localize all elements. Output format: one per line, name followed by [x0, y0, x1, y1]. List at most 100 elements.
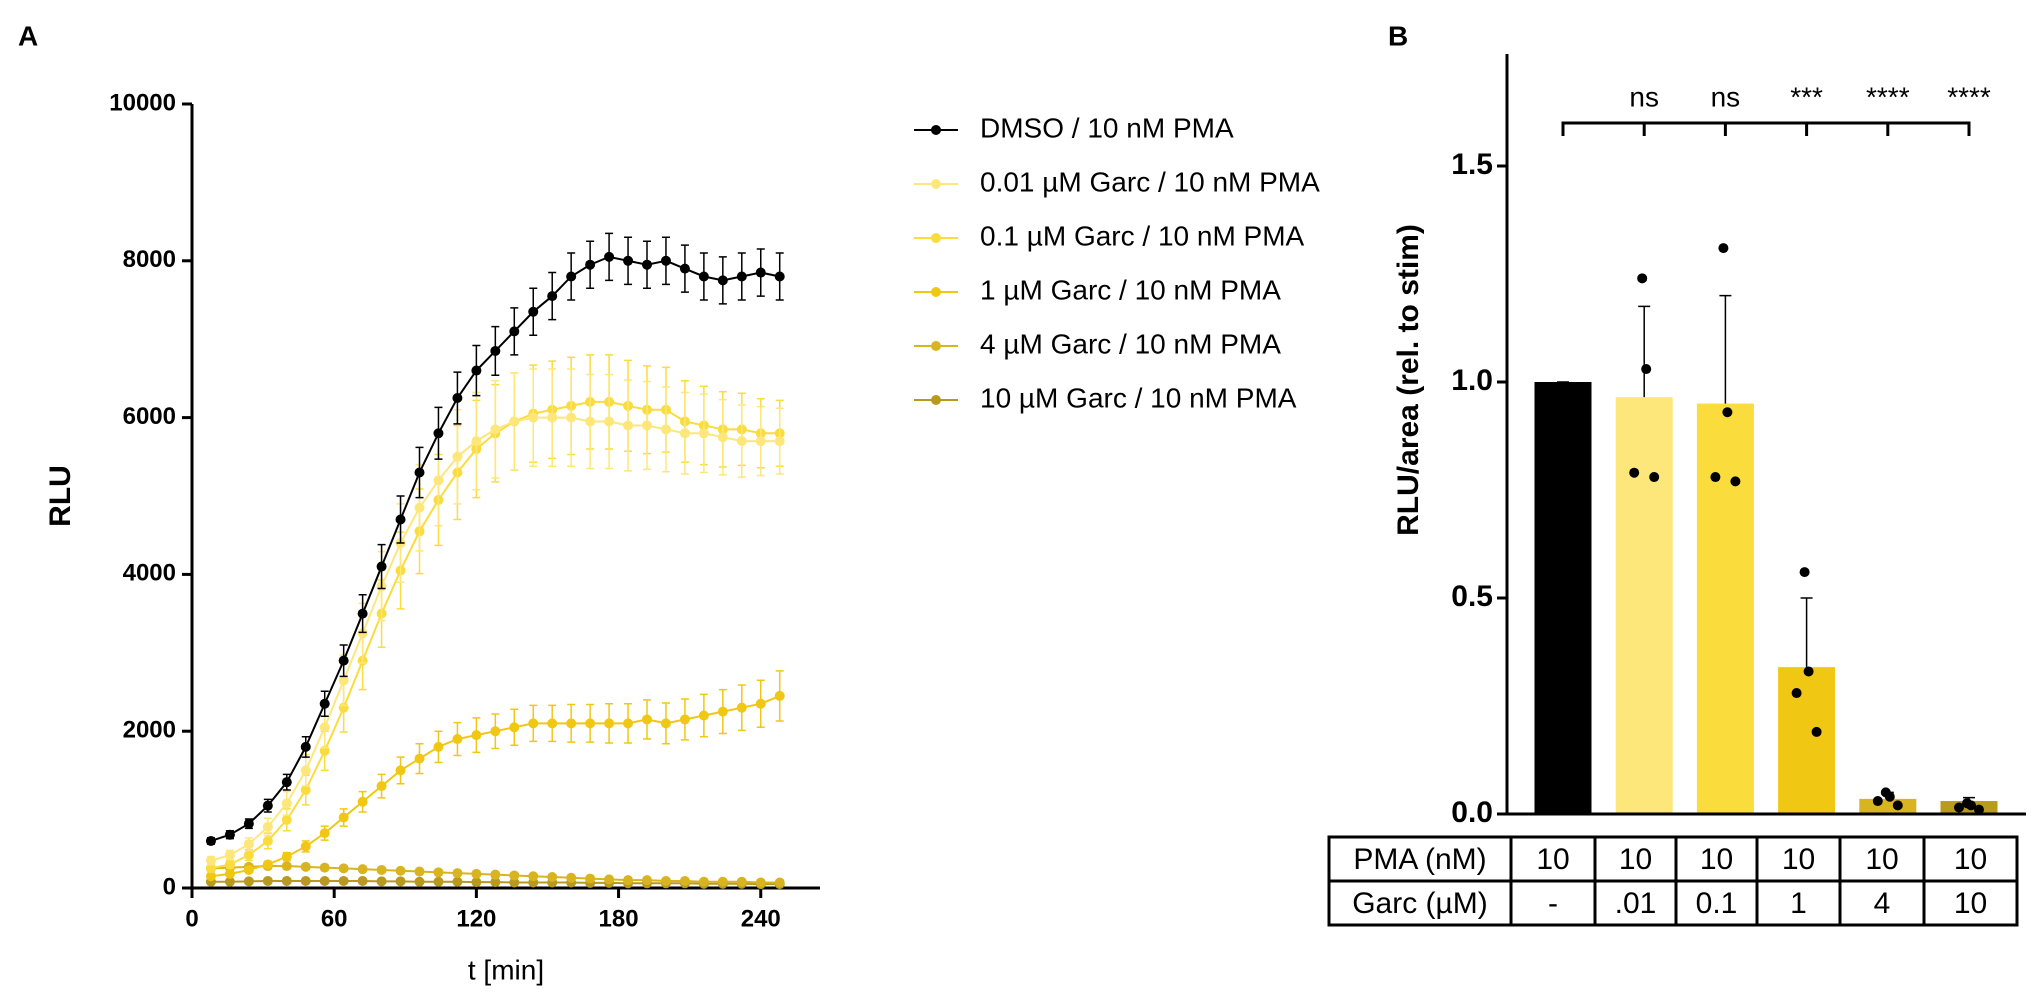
marker — [357, 608, 368, 619]
marker — [338, 812, 349, 823]
marker — [471, 868, 482, 879]
marker — [642, 259, 653, 270]
marker — [566, 412, 577, 423]
y-axis-label: RLU — [44, 465, 77, 527]
table-cell: 10 — [1619, 843, 1652, 876]
marker — [300, 765, 311, 776]
table-cell: PMA (nM) — [1353, 843, 1486, 876]
marker — [376, 561, 387, 572]
marker — [433, 867, 444, 878]
marker — [433, 876, 444, 887]
marker — [471, 436, 482, 447]
data-point — [1641, 364, 1652, 375]
marker — [660, 424, 671, 435]
marker — [679, 263, 690, 274]
marker — [774, 271, 785, 282]
marker — [623, 255, 634, 266]
x-tick-label: 240 — [741, 905, 781, 932]
legend-label: DMSO / 10 nM PMA — [980, 112, 1234, 143]
marker — [395, 865, 406, 876]
marker — [566, 872, 577, 883]
legend-marker — [931, 179, 941, 189]
marker — [509, 326, 520, 337]
marker — [547, 718, 558, 729]
bar — [1696, 403, 1754, 814]
marker — [717, 432, 728, 443]
marker — [547, 872, 558, 883]
marker — [736, 702, 747, 713]
marker — [717, 275, 728, 286]
marker — [338, 675, 349, 686]
marker — [660, 875, 671, 886]
marker — [224, 868, 235, 879]
marker — [774, 436, 785, 447]
marker — [414, 876, 425, 887]
marker — [585, 718, 596, 729]
marker — [433, 475, 444, 486]
legend-marker — [931, 125, 941, 135]
marker — [281, 814, 292, 825]
data-point — [1718, 243, 1729, 254]
marker — [300, 841, 311, 852]
marker — [604, 874, 615, 885]
marker — [623, 875, 634, 886]
marker — [300, 741, 311, 752]
x-axis-label: t [min] — [468, 954, 544, 985]
marker — [243, 818, 254, 829]
marker — [679, 428, 690, 439]
marker — [319, 828, 330, 839]
marker — [414, 753, 425, 764]
error-bar — [1719, 294, 1732, 404]
y-tick-label: 4000 — [123, 560, 176, 587]
marker — [433, 741, 444, 752]
significance-label: ns — [1711, 81, 1741, 112]
marker — [433, 428, 444, 439]
panel-label: B — [1388, 20, 1408, 51]
marker — [452, 451, 463, 462]
marker — [357, 628, 368, 639]
marker — [243, 850, 254, 861]
marker — [566, 271, 577, 282]
legend-label: 0.1 µM Garc / 10 nM PMA — [980, 220, 1305, 251]
marker — [243, 876, 254, 887]
marker — [755, 267, 766, 278]
marker — [698, 428, 709, 439]
marker — [224, 850, 235, 861]
data-point — [1872, 796, 1883, 807]
data-point — [1966, 800, 1976, 811]
table-cell: 10 — [1954, 843, 1987, 876]
data-point — [1811, 726, 1822, 737]
y-tick-label: 6000 — [123, 403, 176, 430]
marker — [281, 851, 292, 862]
marker — [736, 271, 747, 282]
marker — [585, 873, 596, 884]
table-cell: - — [1548, 887, 1558, 920]
data-point — [1629, 467, 1640, 478]
marker — [585, 259, 596, 270]
significance-label: **** — [1947, 81, 1991, 112]
data-point — [1799, 567, 1810, 578]
significance-label: **** — [1866, 81, 1910, 112]
panel-label: A — [18, 20, 38, 51]
marker — [281, 798, 292, 809]
marker — [414, 502, 425, 513]
data-point — [1954, 802, 1964, 813]
marker — [490, 424, 501, 435]
legend-label: 10 µM Garc / 10 nM PMA — [980, 382, 1297, 413]
data-point — [1791, 688, 1802, 699]
marker — [224, 859, 235, 870]
marker — [623, 420, 634, 431]
marker — [490, 345, 501, 356]
y-tick-label: 8000 — [123, 246, 176, 273]
table-cell: 10 — [1782, 843, 1815, 876]
marker — [566, 718, 577, 729]
marker — [376, 864, 387, 875]
bar — [1778, 667, 1836, 814]
marker — [319, 722, 330, 733]
marker — [300, 785, 311, 795]
marker — [774, 877, 785, 888]
marker — [338, 863, 349, 874]
series-line — [210, 416, 780, 862]
bar — [1615, 397, 1673, 814]
